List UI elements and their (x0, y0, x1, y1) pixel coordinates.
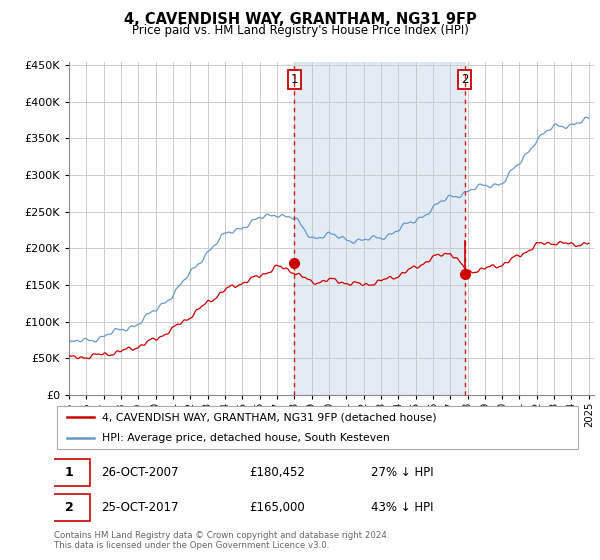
Text: Price paid vs. HM Land Registry's House Price Index (HPI): Price paid vs. HM Land Registry's House … (131, 24, 469, 37)
Text: 1: 1 (65, 466, 74, 479)
Text: £165,000: £165,000 (250, 501, 305, 514)
Text: 43% ↓ HPI: 43% ↓ HPI (371, 501, 433, 514)
Text: 4, CAVENDISH WAY, GRANTHAM, NG31 9FP (detached house): 4, CAVENDISH WAY, GRANTHAM, NG31 9FP (de… (101, 412, 436, 422)
Text: Contains HM Land Registry data © Crown copyright and database right 2024.
This d: Contains HM Land Registry data © Crown c… (54, 531, 389, 550)
Text: 27% ↓ HPI: 27% ↓ HPI (371, 466, 433, 479)
Text: 1: 1 (290, 73, 298, 86)
Text: £180,452: £180,452 (250, 466, 305, 479)
Bar (294, 62, 464, 395)
Text: 2: 2 (461, 73, 469, 86)
FancyBboxPatch shape (56, 406, 578, 450)
FancyBboxPatch shape (49, 459, 90, 486)
Text: 4, CAVENDISH WAY, GRANTHAM, NG31 9FP: 4, CAVENDISH WAY, GRANTHAM, NG31 9FP (124, 12, 476, 27)
Text: 25-OCT-2017: 25-OCT-2017 (101, 501, 179, 514)
Text: HPI: Average price, detached house, South Kesteven: HPI: Average price, detached house, Sout… (101, 433, 389, 444)
Text: 2: 2 (65, 501, 74, 514)
Text: 26-OCT-2007: 26-OCT-2007 (101, 466, 179, 479)
FancyBboxPatch shape (49, 494, 90, 521)
